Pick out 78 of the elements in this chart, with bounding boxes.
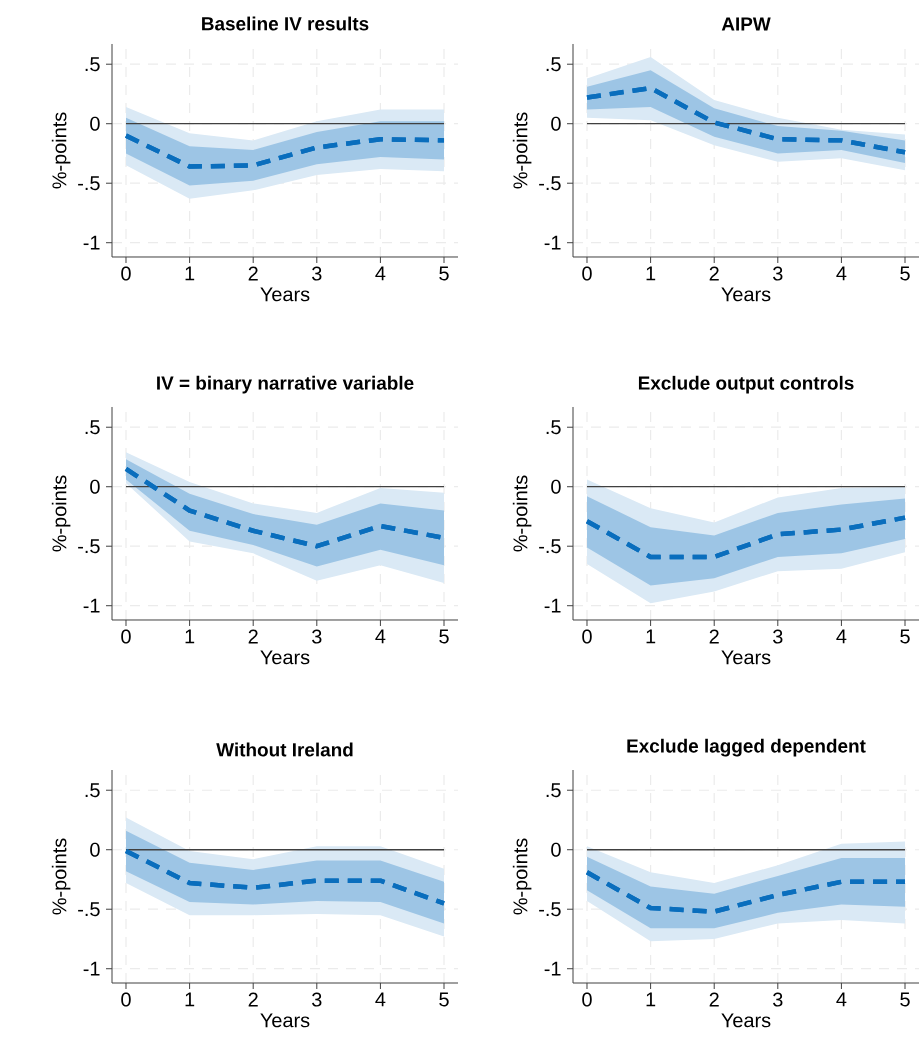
y-axis-title: %-points	[51, 475, 71, 552]
x-tick-label: 4	[836, 992, 847, 1007]
chart-title: IV = binary narrative variable	[157, 375, 414, 394]
y-tick-label: -.5	[539, 902, 561, 917]
chart-title: Exclude lagged dependent	[627, 738, 866, 757]
x-tick-label: 3	[312, 629, 322, 644]
y-tick-label: -.5	[78, 539, 100, 554]
x-tick-label: 2	[248, 266, 258, 281]
y-tick-label: .5	[546, 420, 561, 435]
y-tick-label: -.5	[539, 176, 561, 191]
y-tick-label: -1	[83, 598, 100, 613]
x-tick-label: 3	[312, 992, 322, 1007]
x-tick-label: 3	[773, 992, 783, 1007]
y-tick-label: -1	[83, 235, 100, 250]
x-tick-label: 2	[709, 629, 719, 644]
x-tick-label: 5	[439, 992, 449, 1007]
x-tick-label: 4	[836, 629, 847, 644]
y-tick-label: -1	[83, 961, 100, 976]
x-tick-label: 0	[582, 266, 592, 281]
x-tick-label: 1	[185, 992, 195, 1007]
y-tick-label: -.5	[539, 539, 561, 554]
x-tick-label: 5	[900, 266, 910, 281]
y-tick-label: -.5	[78, 902, 100, 917]
y-tick-label: 0	[551, 842, 561, 857]
x-tick-label: 0	[121, 629, 131, 644]
y-tick-label: -.5	[78, 176, 100, 191]
x-axis-title: Years	[260, 287, 310, 302]
y-axis-title: %-points	[51, 112, 71, 189]
x-tick-label: 5	[439, 266, 449, 281]
x-axis-title: Years	[721, 650, 771, 665]
y-axis-title: %-points	[512, 112, 532, 189]
y-tick-label: 0	[90, 842, 100, 857]
x-axis-title: Years	[721, 287, 771, 302]
y-tick-label: .5	[546, 783, 561, 798]
x-tick-label: 3	[773, 629, 783, 644]
x-tick-label: 5	[439, 629, 449, 644]
x-tick-label: 0	[582, 629, 592, 644]
x-tick-label: 0	[121, 266, 131, 281]
chart-title: Without Ireland	[216, 742, 353, 757]
chart-title: AIPW	[721, 17, 771, 31]
x-tick-label: 4	[836, 266, 847, 281]
y-tick-label: .5	[85, 57, 100, 72]
x-tick-label: 3	[773, 266, 783, 281]
y-axis-title: %-points	[51, 838, 71, 915]
x-axis-title: Years	[260, 650, 310, 665]
x-tick-label: 4	[375, 266, 386, 281]
x-tick-label: 5	[900, 629, 910, 644]
y-tick-label: 0	[90, 479, 100, 494]
x-tick-label: 0	[121, 992, 131, 1007]
x-axis-title: Years	[260, 1013, 310, 1028]
x-axis-title: Years	[721, 1013, 771, 1028]
x-tick-label: 0	[582, 992, 592, 1007]
x-tick-label: 1	[185, 629, 195, 644]
x-tick-label: 1	[646, 992, 656, 1007]
x-tick-label: 4	[375, 992, 386, 1007]
chart-title: Baseline IV results	[202, 16, 369, 31]
y-axis-title: %-points	[512, 475, 532, 552]
y-tick-label: .5	[546, 57, 561, 72]
y-tick-label: -1	[544, 961, 561, 976]
x-tick-label: 4	[375, 629, 386, 644]
x-tick-label: 1	[646, 266, 656, 281]
x-tick-label: 5	[900, 992, 910, 1007]
x-tick-label: 2	[709, 992, 719, 1007]
x-tick-label: 1	[185, 266, 195, 281]
y-tick-label: -1	[544, 598, 561, 613]
y-tick-label: .5	[85, 783, 100, 798]
y-axis-title: %-points	[512, 838, 532, 915]
x-tick-label: 2	[709, 266, 719, 281]
y-tick-label: 0	[551, 116, 561, 131]
y-tick-label: -1	[544, 235, 561, 250]
chart-title: Exclude output controls	[638, 375, 854, 394]
y-tick-label: .5	[85, 420, 100, 435]
y-tick-label: 0	[551, 479, 561, 494]
x-tick-label: 1	[646, 629, 656, 644]
x-tick-label: 3	[312, 266, 322, 281]
y-tick-label: 0	[90, 116, 100, 131]
x-tick-label: 2	[248, 629, 258, 644]
x-tick-label: 2	[248, 992, 258, 1007]
